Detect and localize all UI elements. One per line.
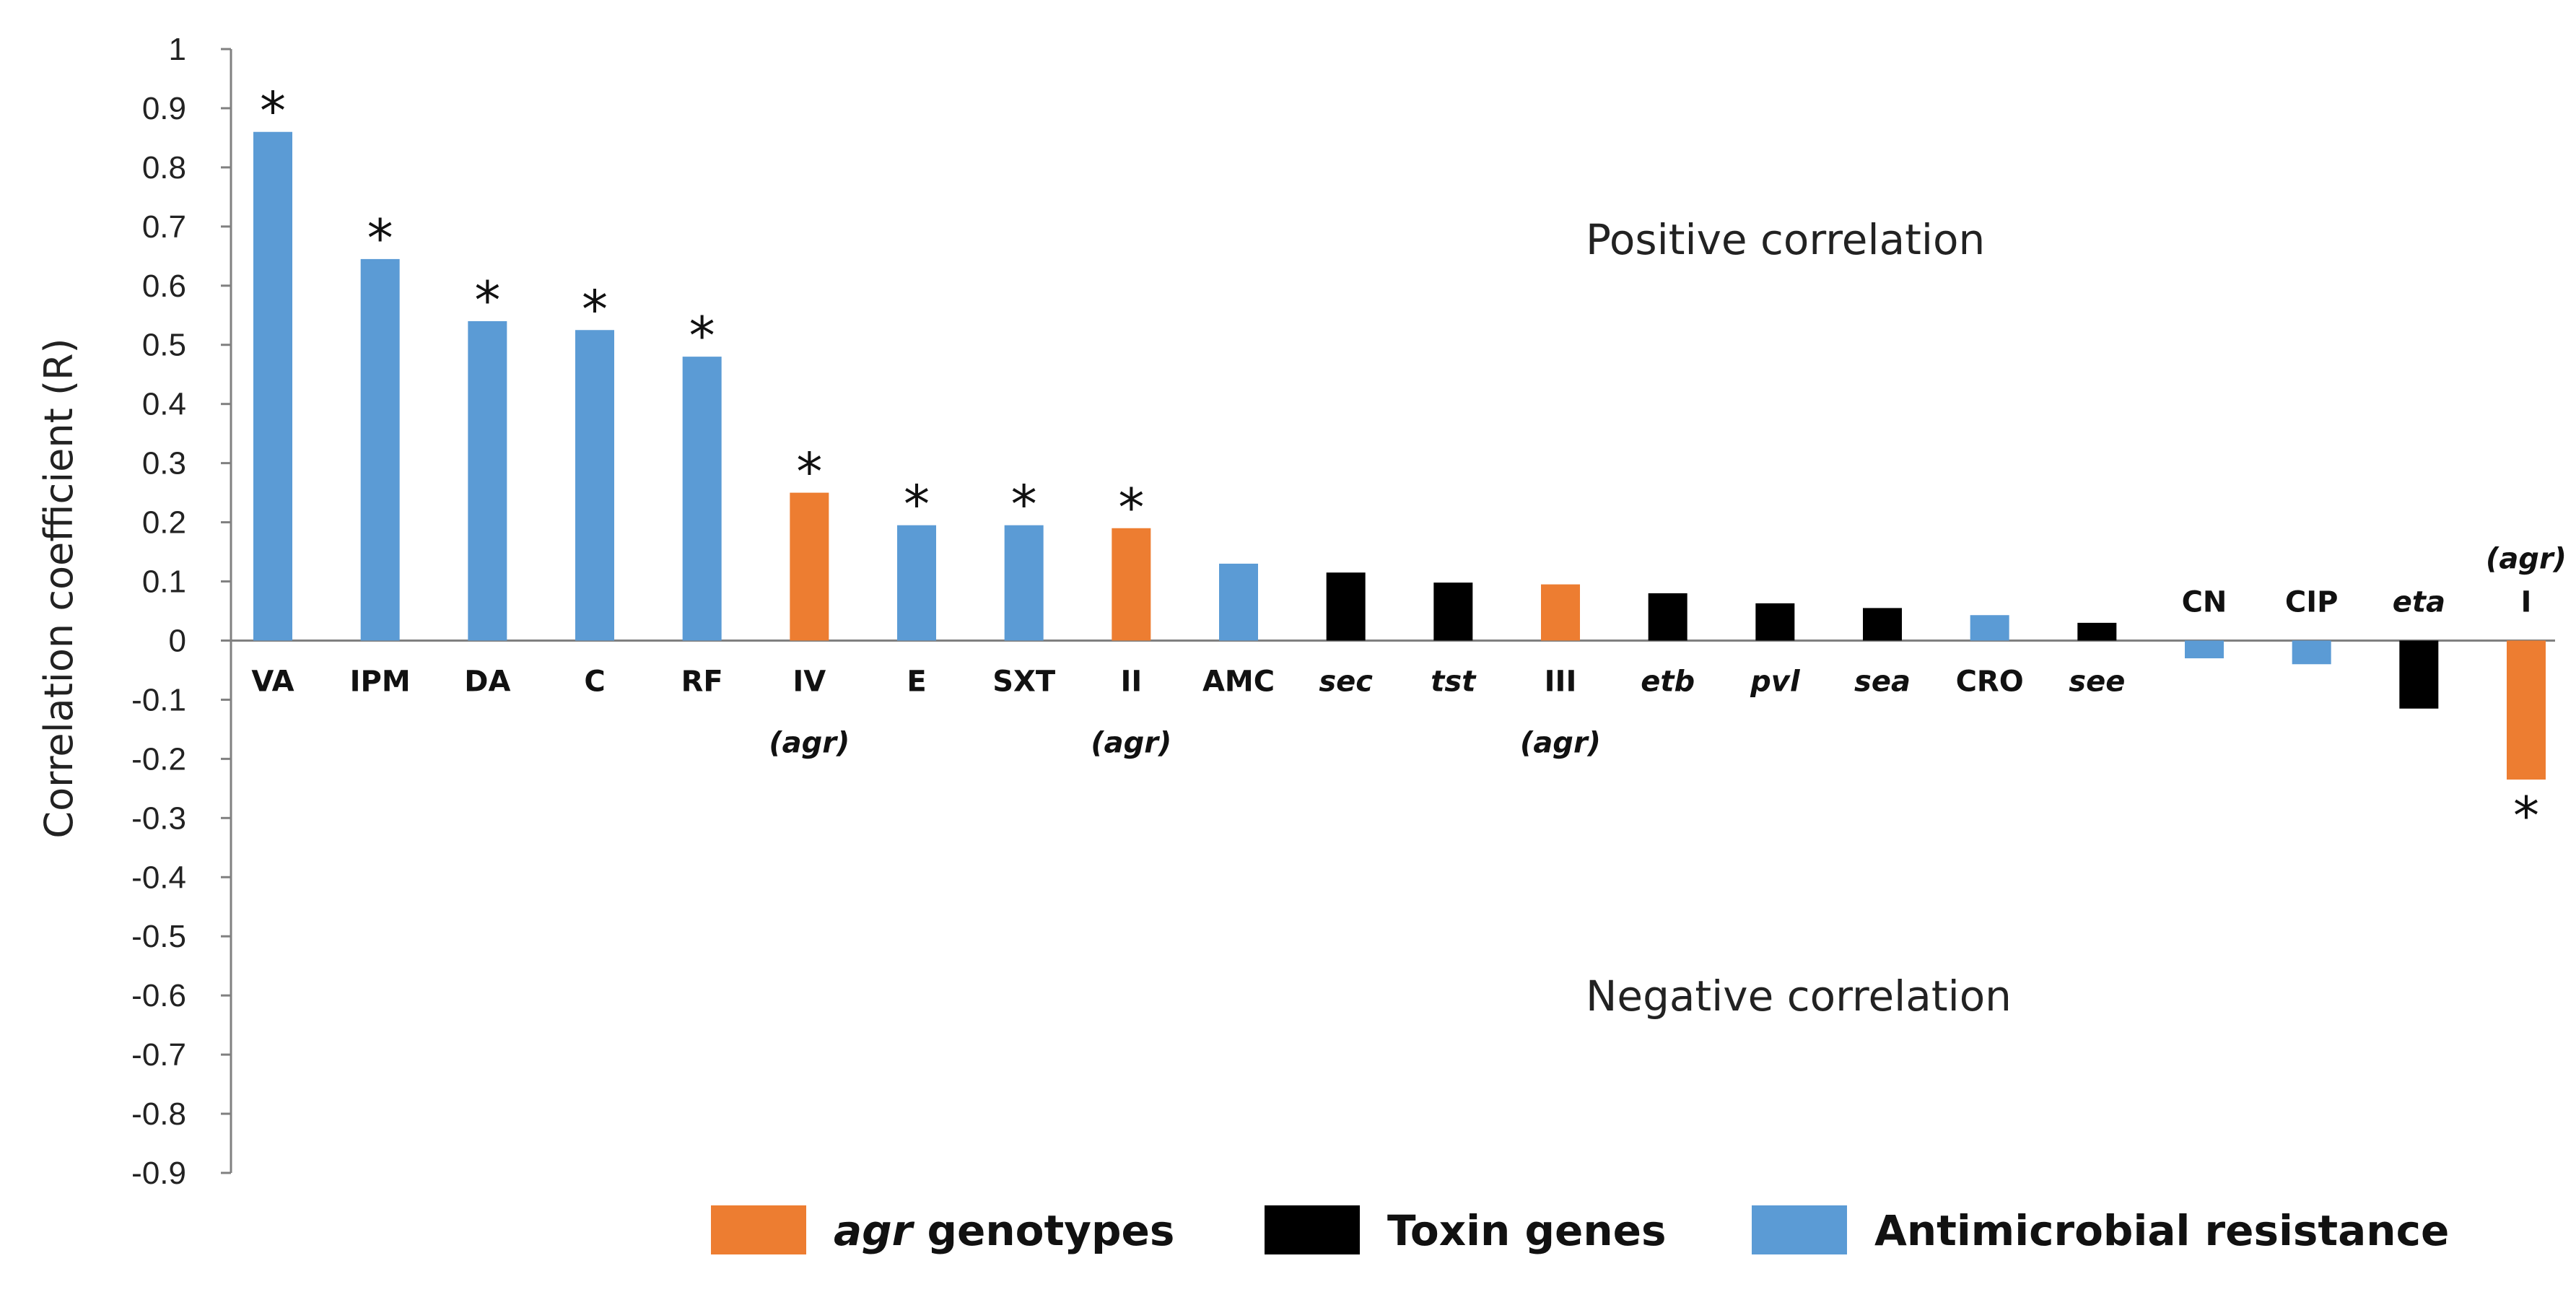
legend-label-toxin: Toxin genes xyxy=(1387,1206,1667,1255)
y-tick-label: -0.6 xyxy=(131,978,186,1013)
significance-star: * xyxy=(1118,477,1144,538)
y-tick-label: 0.4 xyxy=(142,387,186,422)
category-label: RF xyxy=(681,665,723,698)
category-label: I xyxy=(2521,585,2532,619)
bar-sxt xyxy=(1004,525,1044,641)
bar-e xyxy=(897,525,936,641)
y-tick-label: 0.8 xyxy=(142,150,186,185)
category-label: sea xyxy=(1854,665,1911,698)
y-tick-label: 0.7 xyxy=(142,209,186,245)
category-label: CN xyxy=(2182,585,2227,619)
bar-da xyxy=(468,320,507,641)
significance-star: * xyxy=(260,81,286,141)
y-tick-label: 0.9 xyxy=(142,91,186,126)
category-label: IPM xyxy=(350,665,411,698)
bar-iii xyxy=(1541,584,1580,641)
y-tick-label: 0.3 xyxy=(142,446,186,481)
bar-i xyxy=(2507,640,2546,780)
bar-pvl xyxy=(1755,603,1795,641)
category-label: tst xyxy=(1431,665,1477,698)
y-tick-label: -0.8 xyxy=(131,1096,186,1132)
y-tick-label: 0 xyxy=(169,623,186,658)
category-label: eta xyxy=(2393,585,2445,619)
category-label: CRO xyxy=(1956,665,2024,698)
bar-etb xyxy=(1648,593,1688,641)
significance-star: * xyxy=(904,474,930,535)
bar-iv xyxy=(790,492,829,641)
y-tick-label: -0.5 xyxy=(131,919,186,954)
significance-star: * xyxy=(796,442,822,502)
y-tick-label: -0.4 xyxy=(131,860,186,895)
bar-va xyxy=(253,131,292,641)
y-axis-ticks: 1 0.9 0.8 0.7 0.6 0.5 0.4 0.3 0.2 0.1 0 -0.1 -0.2 -0.… xyxy=(131,32,231,1191)
category-sublabel: (agr) xyxy=(2486,542,2567,575)
significance-markers: * * * * * * * * * * xyxy=(260,81,2539,846)
legend-swatch-amr xyxy=(1752,1205,1847,1254)
category-label: DA xyxy=(464,665,510,698)
bar-eta xyxy=(2399,640,2439,709)
bar-cn xyxy=(2185,640,2224,659)
category-label: see xyxy=(2069,665,2125,698)
bar-ipm xyxy=(360,258,400,641)
category-label: AMC xyxy=(1202,665,1275,698)
y-tick-label: -0.3 xyxy=(131,800,186,836)
bar-cro xyxy=(1970,615,2009,641)
y-tick-label: -0.7 xyxy=(131,1037,186,1073)
significance-star: * xyxy=(367,208,393,269)
category-label: sec xyxy=(1319,665,1373,698)
legend: agr genotypes Toxin genes Antimicrobial re… xyxy=(711,1205,2449,1255)
bar-ii xyxy=(1112,528,1151,641)
bar-sec xyxy=(1326,572,1366,641)
y-axis-title: Correlation coefficient (R) xyxy=(36,338,82,838)
category-label: VA xyxy=(251,665,294,698)
category-sublabel: (agr) xyxy=(769,726,850,759)
significance-star: * xyxy=(474,270,500,331)
y-tick-label: 0.5 xyxy=(142,328,186,363)
category-label: pvl xyxy=(1750,665,1801,698)
significance-star: * xyxy=(1011,474,1037,535)
negative-correlation-label: Negative correlation xyxy=(1586,972,2012,1021)
bar-see xyxy=(2077,622,2117,641)
bars-group xyxy=(253,131,2546,780)
category-label: IV xyxy=(793,665,826,698)
legend-label-amr: Antimicrobial resistance xyxy=(1874,1206,2449,1255)
y-tick-label: 0.2 xyxy=(142,505,186,541)
category-sublabel: (agr) xyxy=(1091,726,1171,759)
y-tick-label: -0.2 xyxy=(131,741,186,777)
legend-label-agr: agr genotypes xyxy=(834,1206,1174,1255)
y-tick-label: 0.1 xyxy=(142,564,186,600)
category-label: III xyxy=(1545,665,1577,698)
bar-sea xyxy=(1863,608,1902,641)
bar-rf xyxy=(682,357,722,641)
category-label: C xyxy=(584,665,605,698)
positive-correlation-label: Positive correlation xyxy=(1586,215,1985,264)
category-label: E xyxy=(907,665,926,698)
category-labels: VA IPM DA C RF IV(agr)E SXT II(agr)AMC sec tst III… xyxy=(251,542,2567,759)
bar-amc xyxy=(1219,563,1258,641)
legend-swatch-toxin xyxy=(1265,1205,1360,1254)
y-tick-label: 0.6 xyxy=(142,269,186,304)
category-label: CIP xyxy=(2285,585,2339,619)
y-tick-label: 1 xyxy=(169,32,186,67)
significance-star: * xyxy=(582,279,608,339)
category-label: II xyxy=(1120,665,1142,698)
legend-swatch-agr xyxy=(711,1205,806,1254)
y-tick-label: -0.1 xyxy=(131,682,186,717)
category-sublabel: (agr) xyxy=(1520,726,1601,759)
significance-star: * xyxy=(2513,785,2539,846)
significance-star: * xyxy=(689,305,715,366)
bar-tst xyxy=(1433,582,1473,641)
category-label: SXT xyxy=(992,665,1056,698)
bar-c xyxy=(575,330,614,641)
category-label: etb xyxy=(1641,665,1695,698)
bar-cip xyxy=(2292,640,2331,665)
y-tick-label: -0.9 xyxy=(131,1156,186,1191)
